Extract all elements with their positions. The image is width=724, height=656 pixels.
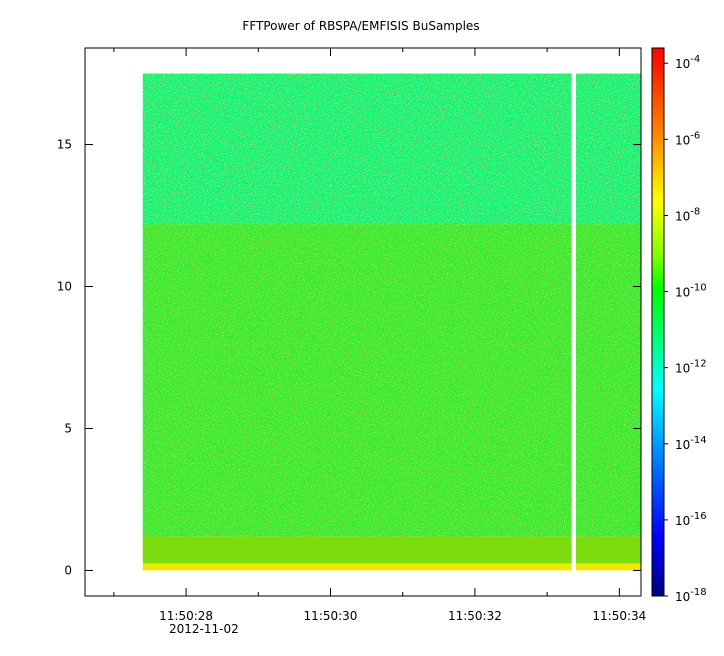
y-tick-label: 15 (57, 138, 72, 152)
spectrogram-image (142, 73, 641, 571)
y-tick-label: 0 (64, 563, 72, 577)
spectrogram-band (142, 536, 641, 564)
data-gap (571, 73, 577, 571)
colorbar (651, 47, 665, 597)
plot-frame (84, 47, 642, 597)
colorbar-tick-label: 10-10 (675, 283, 707, 300)
x-axis: 11:50:28 11:50:30 11:50:32 11:50:34 (113, 48, 646, 623)
y-tick-label: 10 (57, 280, 72, 294)
chart-title: FFTPower of RBSPA/EMFISIS BuSamples (242, 19, 479, 33)
x-tick-label: 11:50:34 (592, 609, 646, 623)
spectrogram-band (142, 563, 641, 571)
spectrogram-band (142, 73, 641, 225)
colorbar-tick-label: 10-12 (675, 359, 707, 376)
colorbar-tick-label: 10-4 (675, 54, 700, 71)
colorbar-axis: 10-4 10-6 10-8 10-10 10-12 10-14 10-16 10-18 (664, 54, 707, 604)
x-tick-label: 11:50:32 (448, 609, 502, 623)
x-tick-label: 11:50:28 (159, 609, 213, 623)
colorbar-tick-label: 10-8 (675, 206, 700, 223)
colorbar-tick-label: 10-14 (675, 435, 707, 452)
y-axis: 0 5 10 15 (57, 138, 641, 577)
colorbar-tick-label: 10-16 (675, 511, 707, 528)
colorbar-tick-label: 10-6 (675, 130, 700, 147)
colorbar-tick-label: 10-18 (675, 587, 707, 604)
spectrogram-band (142, 224, 641, 537)
x-date-label: 2012-11-02 (169, 622, 239, 636)
x-tick-label: 11:50:30 (304, 609, 358, 623)
y-tick-label: 5 (64, 421, 72, 435)
